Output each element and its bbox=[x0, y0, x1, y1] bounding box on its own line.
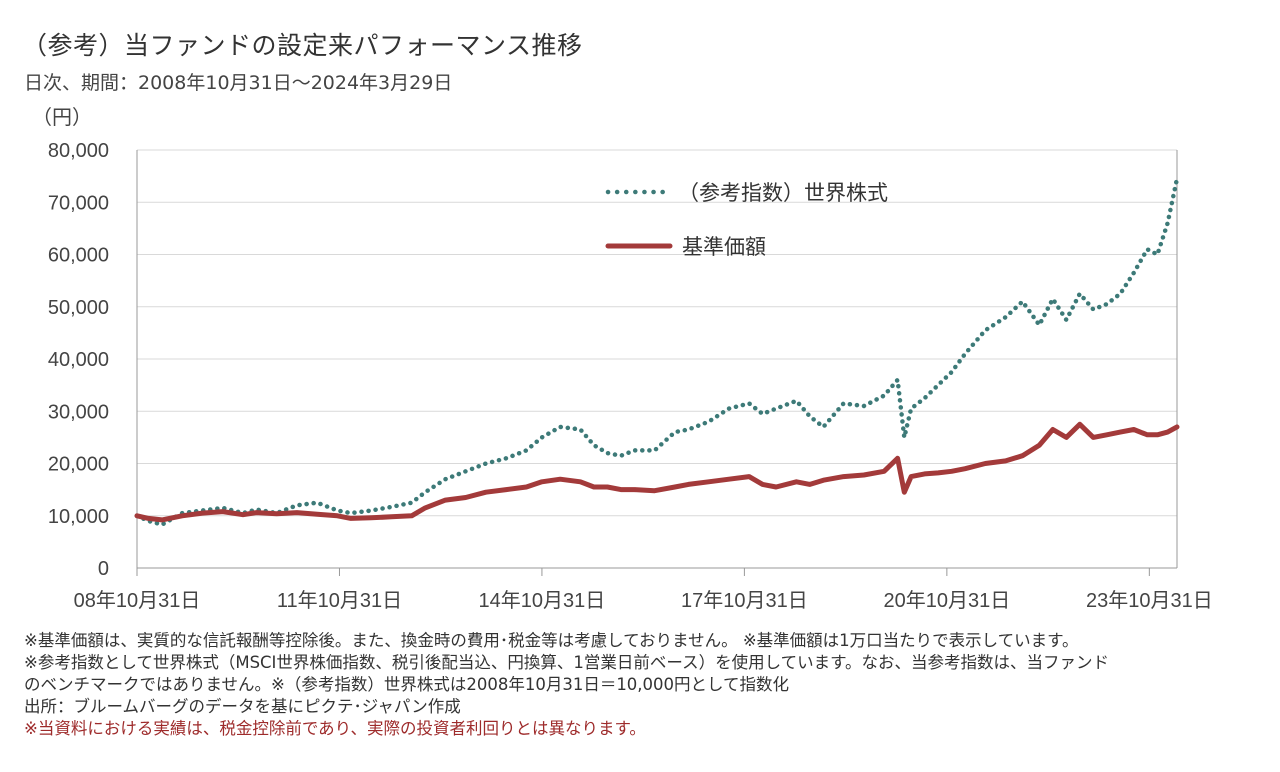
footnote-line: ※参考指数として世界株式（MSCI世界株価指数、税引後配当込、円換算、1営業日前… bbox=[24, 653, 1109, 672]
footnote-line: ※基準価額は、実質的な信託報酬等控除後。また、換金時の費用･税金等は考慮しており… bbox=[24, 631, 1079, 650]
footnotes: ※基準価額は、実質的な信託報酬等控除後。また、換金時の費用･税金等は考慮しており… bbox=[24, 630, 1109, 740]
x-tick-label: 08年10月31日 bbox=[74, 589, 201, 612]
legend-label-index: （参考指数）世界株式 bbox=[678, 181, 888, 205]
y-tick-label: 70,000 bbox=[48, 192, 109, 214]
chart-svg: 0 10,000 20,000 30,000 40,000 50,000 60,000 70,… bbox=[32, 106, 1213, 612]
x-tick-label: 20年10月31日 bbox=[883, 589, 1010, 612]
legend-label-nav: 基準価額 bbox=[682, 235, 766, 259]
y-tick-label: 0 bbox=[98, 558, 109, 580]
source-note: 出所：ブルームバーグのデータを基にピクテ･ジャパン作成 bbox=[24, 697, 461, 716]
footnote-line: のベンチマークではありません。※（参考指数）世界株式は2008年10月31日＝1… bbox=[24, 675, 790, 694]
series-line-nav bbox=[134, 421, 1180, 523]
x-tick-label: 11年10月31日 bbox=[277, 589, 402, 612]
y-tick-label: 10,000 bbox=[48, 506, 109, 528]
y-tick-label: 20,000 bbox=[48, 454, 109, 476]
series-layer bbox=[134, 176, 1180, 527]
chart-subtitle: 日次、期間：2008年10月31日～2024年3月29日 bbox=[24, 72, 453, 94]
y-tick-label: 30,000 bbox=[48, 401, 109, 423]
axes: 0 10,000 20,000 30,000 40,000 50,000 60,000 70,… bbox=[32, 106, 1213, 612]
x-tick-label: 23年10月31日 bbox=[1086, 589, 1213, 612]
y-tick-label: 50,000 bbox=[48, 297, 109, 319]
y-tick-label: 80,000 bbox=[48, 140, 109, 162]
page-title: （参考）当ファンドの設定来パフォーマンス推移 bbox=[22, 31, 583, 60]
y-axis-unit-label: （円） bbox=[32, 106, 92, 129]
series-line-index bbox=[134, 176, 1180, 527]
chart: 0 10,000 20,000 30,000 40,000 50,000 60,000 70,… bbox=[0, 100, 1280, 620]
y-tick-label: 40,000 bbox=[48, 349, 109, 371]
x-tick-label: 17年10月31日 bbox=[681, 589, 808, 612]
warning-note: ※当資料における実績は、税金控除前であり、実際の投資者利回りとは異なります。 bbox=[24, 719, 646, 738]
y-tick-label: 60,000 bbox=[48, 245, 109, 267]
x-tick-label: 14年10月31日 bbox=[479, 589, 606, 612]
